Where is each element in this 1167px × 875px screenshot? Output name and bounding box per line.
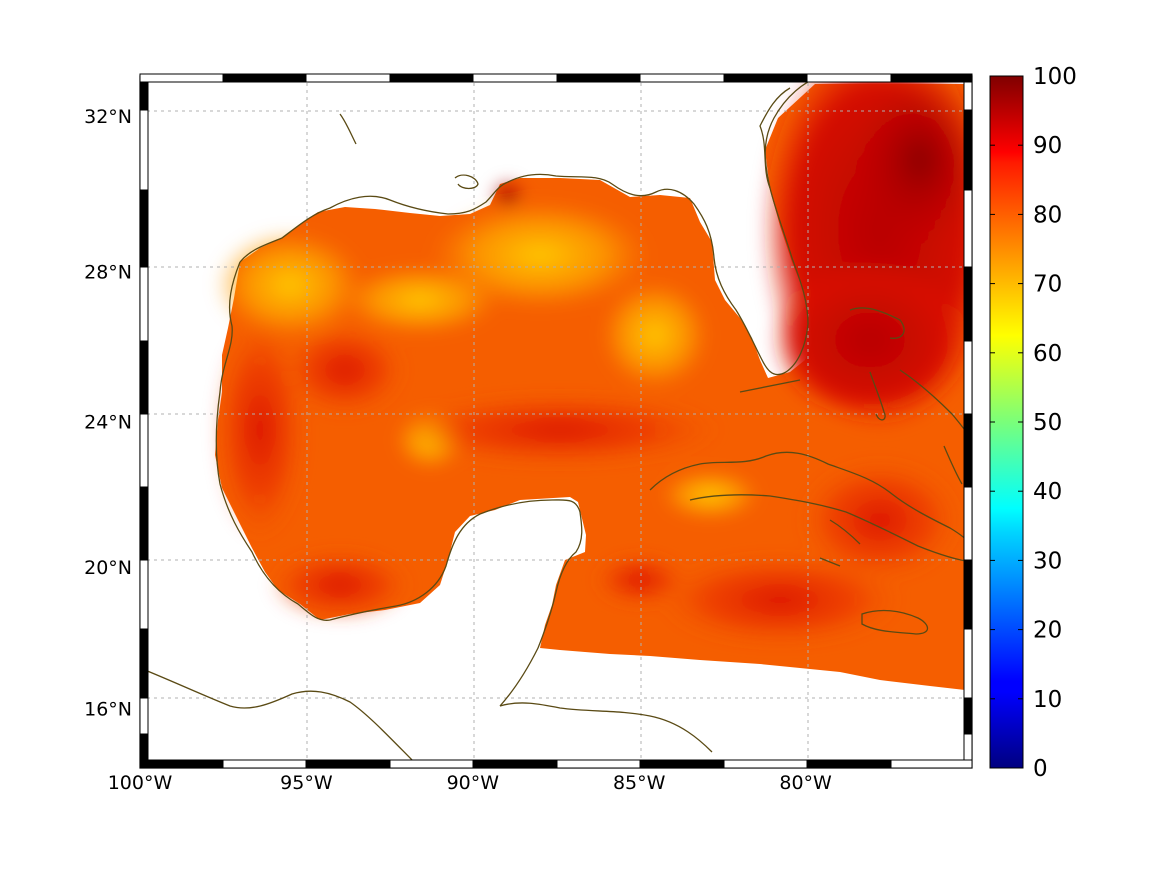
colorbar-tick-label-4: 40 [1033,479,1062,505]
map-border-top [139,73,973,83]
x-tick-labels: 100°W 95°W 90°W 85°W 80°W [108,772,832,794]
x-tick-label-1: 95°W [280,772,333,794]
graticule [140,76,972,768]
map-border-left [139,81,149,761]
y-tick-labels: 32°N 28°N 24°N 20°N 16°N [84,106,132,721]
data-field [215,76,972,690]
colorbar-tick-label-0: 0 [1033,756,1048,782]
colorbar-tick-label-5: 50 [1033,410,1062,436]
x-tick-label-2: 90°W [447,772,500,794]
map-border-right [963,81,973,761]
x-tick-label-3: 85°W [613,772,666,794]
colorbar-tick-label-6: 60 [1033,341,1062,367]
colorbar-tick-label-7: 70 [1033,272,1062,298]
coastlines [140,76,972,768]
colorbar-tick-label-8: 80 [1033,202,1062,228]
colorbar-tick-label-1: 10 [1033,687,1062,713]
colorbar-tick-label-3: 30 [1033,548,1062,574]
map-border-bottom [139,759,973,769]
colorbar-ticks: 0 10 20 30 40 50 60 70 80 90 100 [990,64,1077,782]
y-tick-label-1: 28°N [84,262,132,284]
colorbar-tick-label-10: 100 [1033,64,1077,90]
x-tick-label-0: 100°W [108,772,173,794]
y-tick-label-0: 32°N [84,106,132,128]
gulf-field [215,84,965,690]
colorbar-tick-label-9: 90 [1033,133,1062,159]
y-tick-label-4: 16°N [84,699,132,721]
colorbar-tick-label-2: 20 [1033,618,1062,644]
y-tick-label-2: 24°N [84,412,132,434]
y-tick-label-3: 20°N [84,557,132,579]
x-tick-label-4: 80°W [779,772,832,794]
